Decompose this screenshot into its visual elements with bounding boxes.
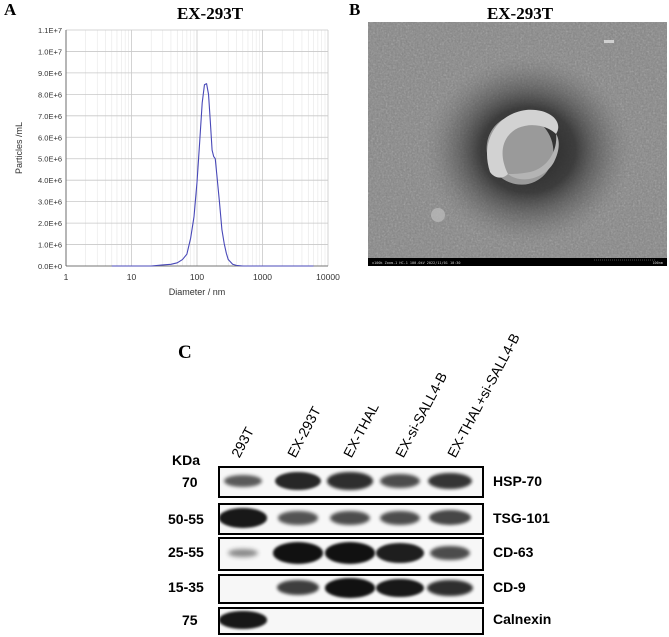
chart-y-tick-label: 1.0E+7: [38, 47, 62, 56]
band-cd-9-lane-3: [325, 578, 375, 598]
chart-x-tick-label: 100: [190, 272, 204, 282]
band-cd-63-lane-4: [376, 543, 424, 563]
chart-series-line: [111, 83, 314, 267]
panel-title-b: EX-293T: [486, 4, 554, 23]
chart-y-tick-label: 5.0E+6: [38, 155, 62, 164]
chart-y-tick-label: 1.1E+7: [38, 26, 62, 35]
band-tsg-101-lane-3: [329, 510, 371, 526]
chart-y-tick-label: 9.0E+6: [38, 69, 62, 78]
protein-label-cd-9: CD-9: [493, 579, 526, 595]
lane-label-ex-thal-si-sall4-b: EX-THAL+si-SALL4-B: [443, 330, 523, 460]
blot-strip-hsp-70: [218, 466, 484, 498]
tem-micrograph: x100k Zoom-1 HC-1 100.0kV 2022/11/01 10:…: [368, 22, 667, 266]
chart-y-tick-label: 4.0E+6: [38, 176, 62, 185]
protein-label-calnexin: Calnexin: [493, 611, 552, 627]
lane-label-293t: 293T: [227, 424, 257, 460]
band-hsp-70-lane-4: [379, 473, 421, 489]
chart-y-tick-label: 6.0E+6: [38, 133, 62, 142]
band-hsp-70-lane-2: [274, 471, 322, 491]
chart-y-tick-label: 8.0E+6: [38, 90, 62, 99]
band-cd-9-lane-4: [375, 578, 425, 598]
chart-y-tick-label: 1.0E+6: [38, 241, 62, 250]
band-calnexin-lane-1: [220, 611, 268, 629]
panel-letter-a: A: [4, 0, 17, 19]
mw-label-row-3: 25-55: [168, 544, 204, 560]
mw-label-row-5: 75: [182, 612, 198, 628]
mw-label-row-2: 50-55: [168, 511, 204, 527]
blot-strip-tsg-101: [218, 503, 484, 535]
protein-label-cd-63: CD-63: [493, 544, 534, 560]
particle-size-chart: 1 10 100 1000 10000 0.0E+0 1.0E+6 2.0E+6 3.0E+6 4…: [14, 26, 340, 297]
band-cd-63-lane-5: [429, 545, 471, 561]
panel-letter-b: B: [349, 0, 361, 19]
chart-x-tick-label: 10000: [316, 272, 340, 282]
small-vesicle: [431, 208, 445, 222]
tem-caption: x100k Zoom-1 HC-1 100.0kV 2022/11/01 10:…: [372, 261, 461, 265]
chart-x-axis-label: Diameter / nm: [169, 287, 226, 297]
band-tsg-101-lane-1: [220, 508, 268, 528]
band-hsp-70-lane-3: [327, 472, 373, 490]
band-tsg-101-lane-4: [379, 510, 421, 526]
chart-y-axis-label: Particles /mL: [14, 122, 24, 174]
tem-caption-bar: [368, 258, 667, 266]
mw-label-row-4: 15-35: [168, 579, 204, 595]
panel-title-a: EX-293T: [176, 4, 244, 23]
blot-strip-cd-63: [218, 537, 484, 571]
tem-image: [368, 22, 667, 266]
band-hsp-70-lane-1: [224, 474, 262, 488]
chart-y-tick-label: 7.0E+6: [38, 112, 62, 121]
chart-x-tick-label: 1: [64, 272, 69, 282]
chart-x-tick-label: 10: [127, 272, 137, 282]
vesicle-rim: [487, 109, 559, 178]
blot-strip-cd-9: [218, 574, 484, 604]
band-cd-9-lane-5: [427, 579, 473, 597]
band-cd-63-lane-3: [325, 542, 375, 564]
tem-scale-label: 100nm: [652, 261, 663, 265]
lane-label-ex-thal: EX-THAL: [339, 400, 382, 460]
protein-label-hsp-70: HSP-70: [493, 473, 543, 489]
chart-y-tick-label: 0.0E+0: [38, 262, 62, 271]
kda-label: KDa: [172, 452, 201, 468]
debris-mark: [604, 40, 614, 43]
band-tsg-101-lane-2: [278, 511, 318, 525]
vesicle-rim-lower: [508, 134, 559, 180]
band-cd-63-lane-2: [273, 542, 323, 564]
band-cd-9-lane-2: [276, 580, 320, 596]
lane-label-ex-si-sall4-b: EX-si-SALL4-B: [391, 369, 451, 460]
band-tsg-101-lane-5: [429, 510, 471, 526]
mw-label-row-1: 70: [182, 474, 198, 490]
chart-x-tick-label: 1000: [253, 272, 272, 282]
protein-label-tsg-101: TSG-101: [493, 510, 550, 526]
band-cd-63-lane-1: [227, 548, 259, 558]
band-hsp-70-lane-5: [428, 472, 472, 490]
chart-y-tick-label: 3.0E+6: [38, 198, 62, 207]
panel-letter-c: C: [178, 342, 192, 363]
lane-label-ex-293t: EX-293T: [283, 403, 324, 460]
blot-strip-calnexin: [218, 607, 484, 635]
chart-y-tick-label: 2.0E+6: [38, 219, 62, 228]
